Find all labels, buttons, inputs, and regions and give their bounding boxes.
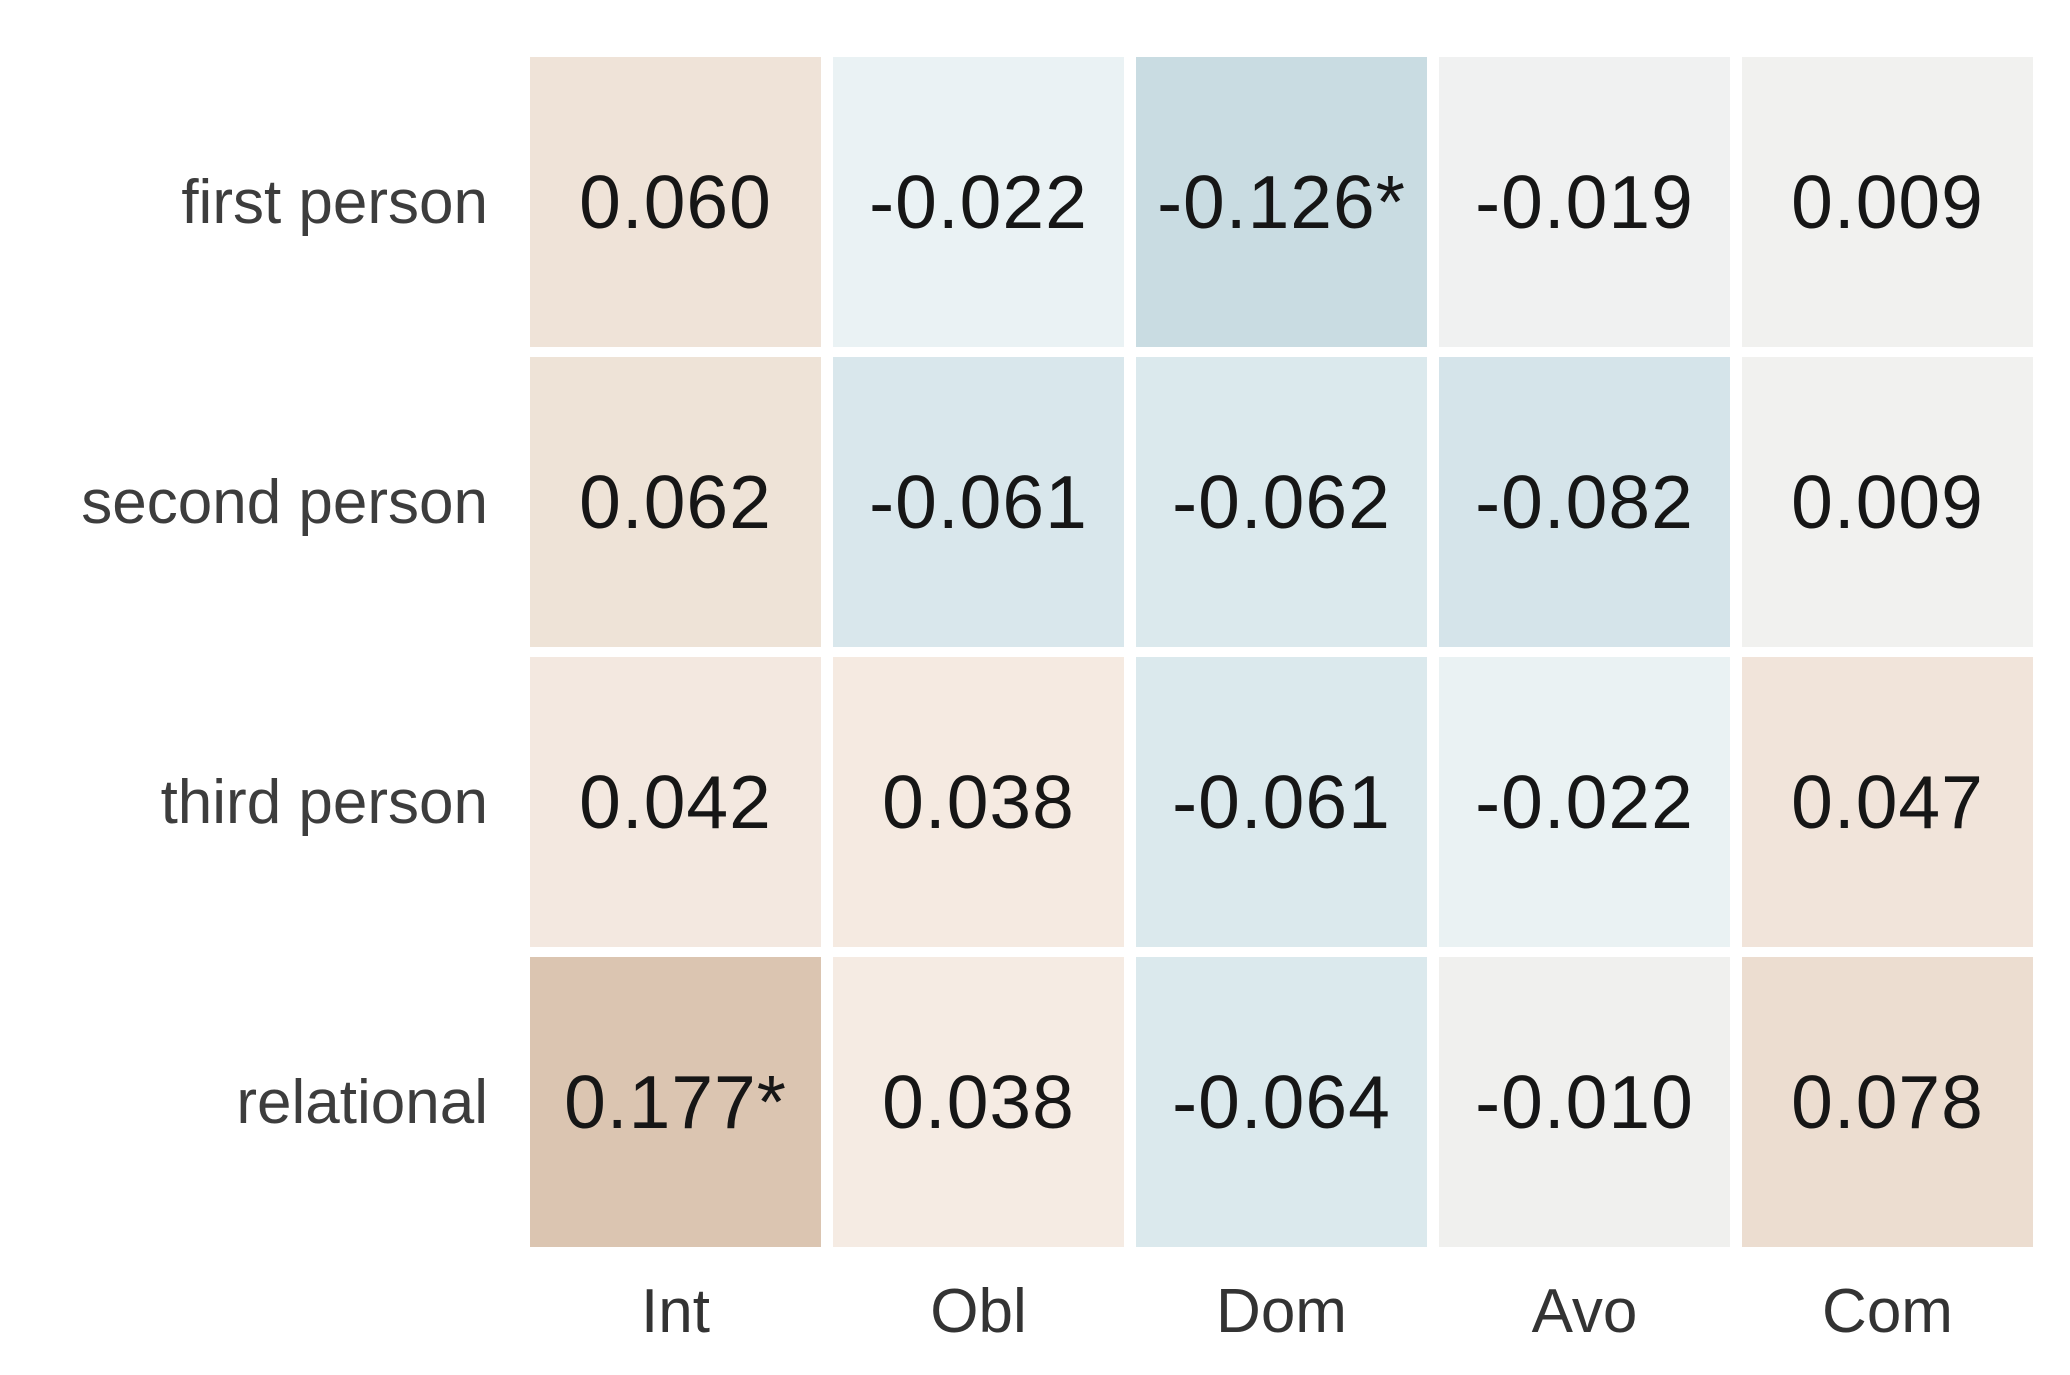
heatmap-cell-r3c1: 0.038 — [833, 957, 1124, 1247]
heatmap-cell-r1c3: -0.082 — [1439, 357, 1730, 647]
row-label-first-person: first person — [181, 167, 488, 237]
heatmap-cell-r3c2: -0.064 — [1136, 957, 1427, 1247]
heatmap-cell-r1c4: 0.009 — [1742, 357, 2033, 647]
heatmap-cell-r1c2: -0.062 — [1136, 357, 1427, 647]
heatmap-cell-r3c0: 0.177* — [530, 957, 821, 1247]
row-label-relational: relational — [236, 1067, 488, 1137]
heatmap-cell-r1c0: 0.062 — [530, 357, 821, 647]
heatmap-cell-r0c2: -0.126* — [1136, 57, 1427, 347]
col-label-obl: Obl — [930, 1276, 1027, 1346]
heatmap-cell-r2c1: 0.038 — [833, 657, 1124, 947]
heatmap-cell-r0c0: 0.060 — [530, 57, 821, 347]
heatmap-grid: 0.060 -0.022 -0.126* -0.019 0.009 0.062 … — [530, 57, 2033, 1247]
heatmap-cell-r2c2: -0.061 — [1136, 657, 1427, 947]
row-label-second-person: second person — [81, 467, 488, 537]
heatmap-cell-r0c4: 0.009 — [1742, 57, 2033, 347]
row-label-third-person: third person — [160, 767, 488, 837]
x-axis-labels: Int Obl Dom Avo Com — [530, 1247, 2033, 1375]
col-label-int: Int — [641, 1276, 710, 1346]
heatmap-cell-r0c3: -0.019 — [1439, 57, 1730, 347]
heatmap-cell-r2c3: -0.022 — [1439, 657, 1730, 947]
col-label-com: Com — [1822, 1276, 1953, 1346]
y-axis-labels: first person second person third person … — [0, 57, 530, 1247]
heatmap-cell-r3c4: 0.078 — [1742, 957, 2033, 1247]
heatmap-cell-r3c3: -0.010 — [1439, 957, 1730, 1247]
col-label-avo: Avo — [1531, 1276, 1638, 1346]
heatmap-cell-r0c1: -0.022 — [833, 57, 1124, 347]
heatmap-cell-r2c0: 0.042 — [530, 657, 821, 947]
heatmap-cell-r2c4: 0.047 — [1742, 657, 2033, 947]
col-label-dom: Dom — [1216, 1276, 1347, 1346]
heatmap-cell-r1c1: -0.061 — [833, 357, 1124, 647]
